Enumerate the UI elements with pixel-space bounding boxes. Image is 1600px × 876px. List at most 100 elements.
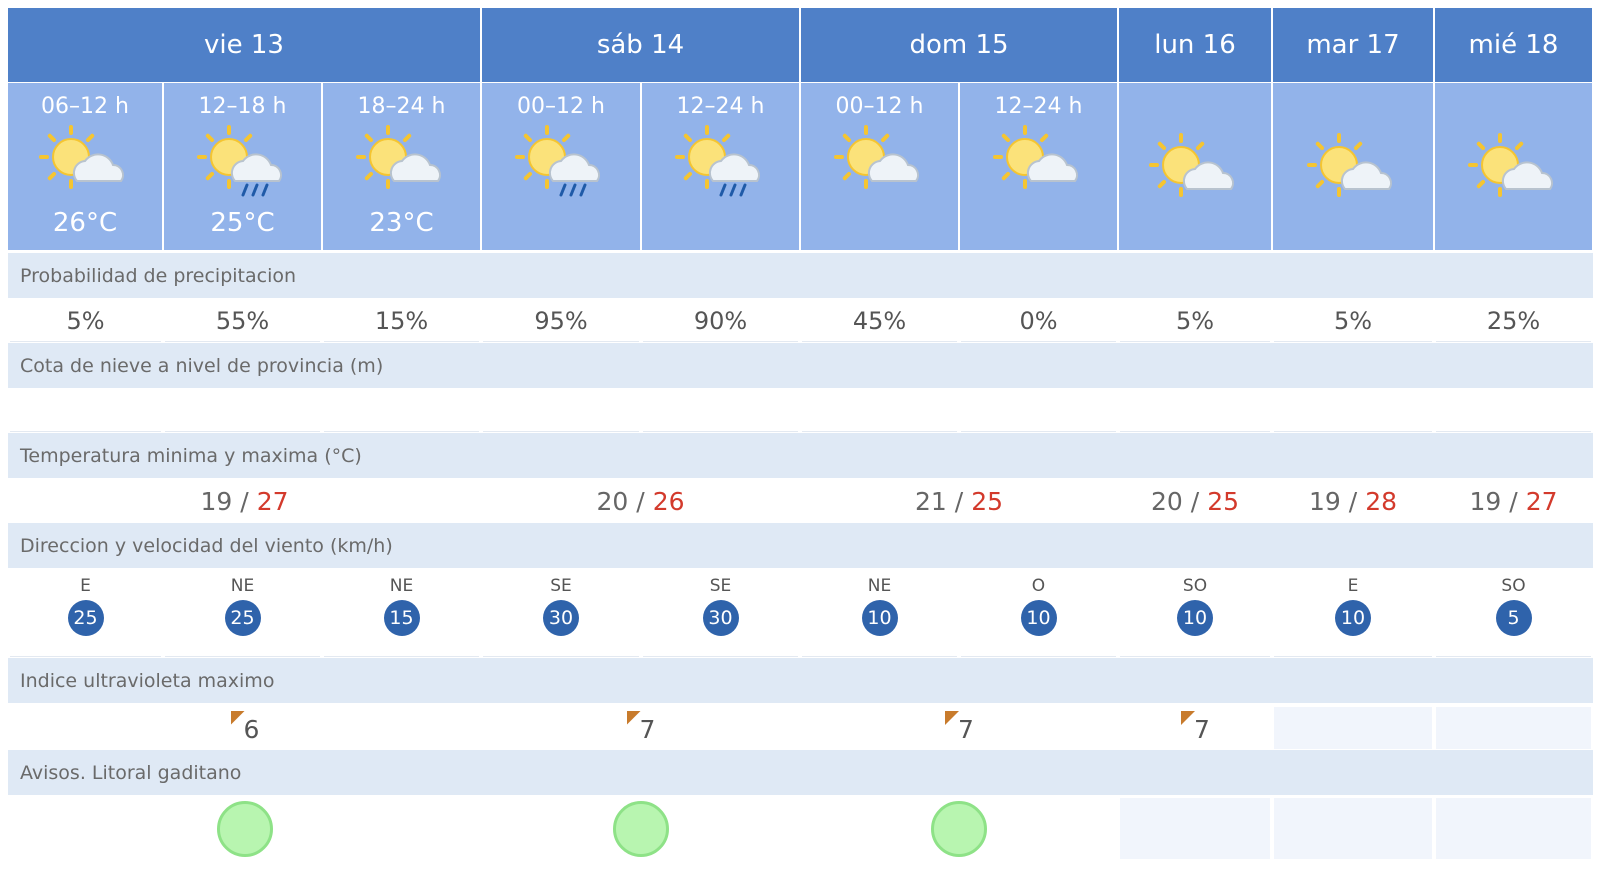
uv-value: 6: [243, 714, 260, 744]
temp-min: 20: [1150, 487, 1183, 516]
wind-direction: NE: [867, 576, 892, 596]
wind-cell: SO 10: [1120, 570, 1270, 657]
weather-icon: [1149, 133, 1234, 197]
period-cell: 06–12 h 26°C: [8, 83, 162, 250]
snow-cell: [1274, 390, 1432, 432]
temp-cell: 20/25: [1120, 481, 1270, 522]
uv-value: 7: [958, 714, 974, 744]
wind-direction: NE: [389, 576, 414, 596]
warning-cell: [10, 798, 479, 859]
wind-speed: 10: [1335, 600, 1371, 636]
warning-cell: [1120, 798, 1270, 859]
period-cell: 00–12 h: [482, 83, 640, 250]
precip-value: 0%: [961, 300, 1116, 342]
snow-cell: [961, 390, 1116, 432]
period-cell: 12–24 h: [642, 83, 799, 250]
temp-separator: /: [240, 487, 249, 516]
period-cell: [1435, 83, 1592, 250]
snow-cell: [165, 390, 320, 432]
temp-cell: 19/27: [1436, 481, 1591, 522]
temp-separator: /: [636, 487, 645, 516]
day-header: mar 17: [1273, 8, 1433, 82]
wind-speed: 10: [1020, 600, 1057, 636]
period-cell: [1119, 83, 1271, 250]
precip-value: 95%: [483, 300, 639, 342]
wind-speed: 25: [224, 600, 261, 636]
temp-min: 20: [596, 487, 629, 516]
precip-value: 5%: [10, 300, 161, 342]
section-label: Probabilidad de precipitacion: [8, 253, 1593, 298]
wind-direction: O: [1031, 576, 1046, 596]
wind-cell: SO 5: [1436, 570, 1591, 657]
day-header: vie 13: [8, 8, 480, 82]
snow-cell: [802, 390, 957, 432]
warning-indicator: [612, 801, 669, 857]
temp-max: 27: [256, 487, 289, 516]
temp-max: 27: [1525, 487, 1558, 516]
temp-min: 19: [200, 487, 233, 516]
uv-value: 7: [639, 714, 656, 744]
wind-speed: 5: [1495, 600, 1532, 636]
snow-cell: [1120, 390, 1270, 432]
wind-speed: 10: [1177, 600, 1213, 636]
uv-cell: 7: [483, 707, 798, 749]
period-temp: 23°C: [369, 208, 434, 238]
weather-icon: [515, 125, 600, 197]
period-cell: [1273, 83, 1433, 250]
weather-icon: [39, 125, 124, 189]
day-header: lun 16: [1119, 8, 1271, 82]
day-header: dom 15: [801, 8, 1117, 82]
precip-value: 5%: [1274, 300, 1432, 342]
precip-value: 15%: [324, 300, 479, 342]
wind-cell: NE 15: [324, 570, 479, 657]
warning-cell: [802, 798, 1116, 859]
wind-speed: 15: [383, 600, 420, 636]
weather-icon: [992, 125, 1078, 189]
weather-icon: [355, 125, 441, 189]
wind-speed: 25: [67, 600, 104, 636]
wind-cell: SE 30: [643, 570, 798, 657]
period-label: 06–12 h: [41, 93, 129, 119]
warning-cell: [1274, 798, 1432, 859]
warning-indicator: [216, 801, 273, 857]
wind-cell: E 10: [1274, 570, 1432, 657]
snow-cell: [324, 390, 479, 432]
wind-direction: E: [1347, 576, 1359, 596]
period-cell: 00–12 h: [801, 83, 958, 250]
temp-cell: 21/25: [802, 481, 1116, 522]
precip-value: 45%: [802, 300, 957, 342]
weather-icon: [1467, 133, 1553, 197]
wind-cell: O 10: [961, 570, 1116, 657]
wind-direction: NE: [230, 576, 255, 596]
snow-cell: [10, 390, 161, 432]
temp-separator: /: [1348, 487, 1358, 516]
temp-cell: 19/28: [1274, 481, 1432, 522]
wind-cell: SE 30: [483, 570, 639, 657]
weather-icon: [833, 125, 919, 189]
temp-min: 19: [1469, 487, 1502, 516]
temp-max: 26: [652, 487, 685, 516]
period-label: 18–24 h: [357, 93, 446, 119]
weather-icon: [1307, 133, 1392, 197]
uv-value: 7: [1194, 714, 1210, 744]
wind-cell: NE 25: [165, 570, 320, 657]
snow-cell: [643, 390, 798, 432]
period-cell: 12–24 h: [960, 83, 1117, 250]
temp-separator: /: [1190, 487, 1200, 516]
wind-direction: SE: [550, 576, 572, 596]
wind-direction: E: [80, 576, 91, 596]
wind-cell: NE 10: [802, 570, 957, 657]
precip-value: 25%: [1436, 300, 1591, 342]
period-label: 00–12 h: [835, 93, 924, 119]
uv-cell: 6: [10, 707, 479, 749]
period-label: 12–24 h: [994, 93, 1083, 119]
section-label: Cota de nieve a nivel de provincia (m): [8, 343, 1593, 388]
section-label: Temperatura minima y maxima (°C): [8, 433, 1593, 478]
period-label: 12–24 h: [676, 93, 765, 119]
snow-cell: [1436, 390, 1591, 432]
warning-cell: [1436, 798, 1591, 859]
temp-cell: 20/26: [483, 481, 798, 522]
day-header: mié 18: [1435, 8, 1592, 82]
wind-speed: 30: [543, 600, 579, 636]
